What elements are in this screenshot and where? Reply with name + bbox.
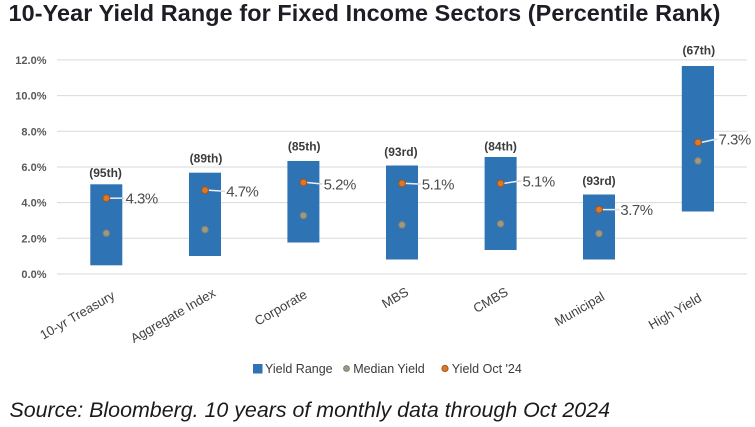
svg-text:Yield Range: Yield Range <box>265 362 333 376</box>
svg-text:10-Year Yield Range for Fixed: 10-Year Yield Range for Fixed Income Sec… <box>9 0 721 26</box>
svg-text:5.1%: 5.1% <box>422 176 454 193</box>
svg-text:(84th): (84th) <box>484 140 517 154</box>
svg-text:3.7%: 3.7% <box>620 202 652 219</box>
svg-text:Source: Bloomberg. 10 years of: Source: Bloomberg. 10 years of monthly d… <box>10 398 611 422</box>
svg-text:10.0%: 10.0% <box>15 91 46 103</box>
svg-text:(95th): (95th) <box>89 166 122 180</box>
svg-text:12.0%: 12.0% <box>15 55 46 67</box>
svg-text:(67th): (67th) <box>682 43 715 57</box>
svg-text:0.0%: 0.0% <box>21 269 46 281</box>
svg-text:8.0%: 8.0% <box>21 126 46 138</box>
svg-text:4.7%: 4.7% <box>226 184 258 201</box>
svg-text:6.0%: 6.0% <box>21 162 46 174</box>
svg-text:Yield Oct '24: Yield Oct '24 <box>452 362 522 376</box>
svg-text:(93rd): (93rd) <box>582 174 615 188</box>
svg-text:(89th): (89th) <box>190 152 223 166</box>
svg-text:5.1%: 5.1% <box>523 173 555 190</box>
svg-text:2.0%: 2.0% <box>21 233 46 245</box>
svg-text:(93rd): (93rd) <box>384 145 417 159</box>
svg-text:5.2%: 5.2% <box>324 176 356 193</box>
svg-text:(85th): (85th) <box>288 140 321 154</box>
svg-text:4.0%: 4.0% <box>21 198 46 210</box>
svg-text:4.3%: 4.3% <box>126 191 158 208</box>
svg-text:7.3%: 7.3% <box>719 132 751 149</box>
svg-text:Median Yield: Median Yield <box>353 362 425 376</box>
